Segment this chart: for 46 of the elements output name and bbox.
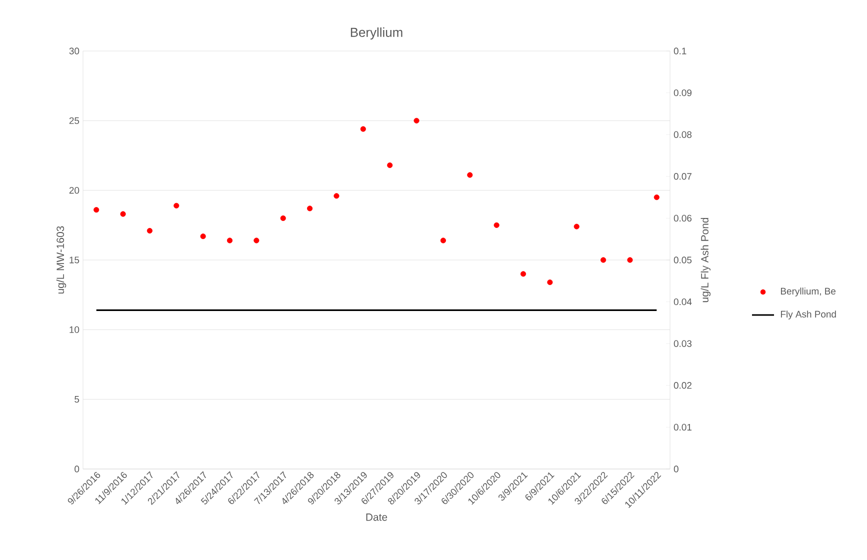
y2-tick-label: 0.07: [674, 173, 692, 180]
y-tick-label: 10: [70, 326, 80, 334]
y2-tick-label: 0.09: [674, 89, 692, 96]
point: [174, 202, 180, 208]
point: [146, 228, 152, 234]
y-tick-label: 0: [74, 466, 80, 472]
y2-tick-label: 0: [674, 466, 678, 472]
point: [494, 222, 500, 228]
point: [520, 271, 526, 277]
legend-label: Fly Ash Pond: [780, 310, 836, 320]
point: [654, 194, 660, 200]
y2-tick-label: 0.01: [674, 424, 692, 431]
y-tick-label: 20: [69, 186, 80, 194]
point: [360, 126, 366, 132]
point: [547, 280, 553, 286]
y2-axis-title: ug/L Fly Ash Pond: [700, 218, 711, 302]
y-axis-title: ug/L MW-1603: [56, 226, 66, 294]
point: [440, 238, 446, 244]
y-tick-label: 25: [69, 117, 80, 124]
point: [627, 257, 633, 263]
y2-tick-label: 0.02: [674, 382, 692, 389]
y-tick-label: 15: [70, 256, 80, 264]
point: [307, 206, 313, 212]
point: [94, 207, 100, 213]
legend-label: Beryllium, Be: [780, 288, 836, 296]
point: [574, 224, 580, 230]
point: [414, 118, 420, 124]
x-axis-title: Date: [366, 514, 388, 521]
y2-tick-label: 0.04: [674, 298, 692, 306]
y2-tick-label: 0.05: [674, 256, 692, 264]
point: [200, 234, 206, 240]
point: [600, 257, 606, 263]
point: [467, 172, 473, 178]
y2-tick-label: 0.1: [674, 48, 686, 54]
point: [280, 215, 286, 221]
y2-tick-label: 0.08: [674, 131, 692, 138]
y-tick-label: 30: [69, 48, 80, 54]
point: [387, 162, 393, 168]
point: [226, 238, 233, 244]
y-tick-label: 5: [74, 396, 80, 403]
point: [120, 211, 126, 217]
chart-title: Beryllium: [350, 27, 402, 40]
y2-tick-label: 0.06: [674, 214, 692, 222]
point: [254, 238, 260, 244]
y2-tick-label: 0.03: [674, 340, 692, 347]
point: [334, 193, 340, 199]
